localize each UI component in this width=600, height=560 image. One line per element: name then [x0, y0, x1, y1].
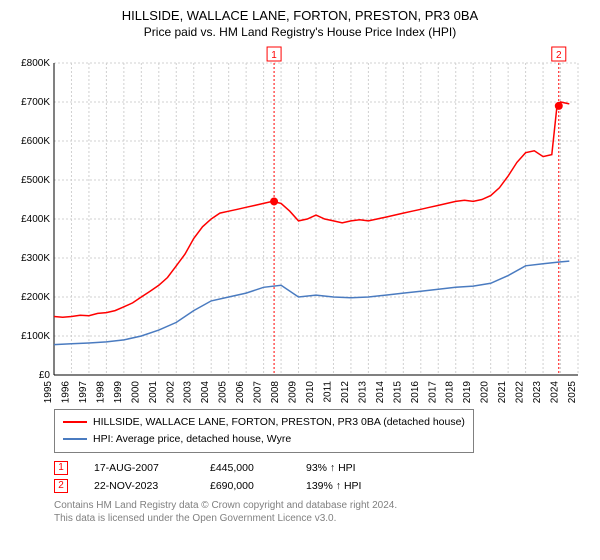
svg-text:2024: 2024	[550, 381, 561, 404]
chart-title: HILLSIDE, WALLACE LANE, FORTON, PRESTON,…	[12, 8, 588, 23]
pct-cell: 139% ↑ HPI	[306, 480, 361, 492]
table-row: 1 17-AUG-2007 £445,000 93% ↑ HPI	[54, 461, 588, 475]
svg-text:2015: 2015	[392, 381, 403, 404]
svg-text:£200K: £200K	[21, 292, 50, 303]
svg-text:2011: 2011	[322, 381, 333, 403]
svg-text:2007: 2007	[253, 381, 264, 404]
svg-text:1999: 1999	[113, 381, 124, 404]
chart-subtitle: Price paid vs. HM Land Registry's House …	[12, 25, 588, 39]
svg-text:2003: 2003	[183, 381, 194, 404]
marker-number-box: 2	[54, 479, 68, 493]
svg-text:2005: 2005	[218, 381, 229, 404]
svg-text:2023: 2023	[532, 381, 543, 404]
svg-text:£300K: £300K	[21, 253, 50, 264]
price-cell: £445,000	[210, 462, 280, 474]
svg-text:£400K: £400K	[21, 214, 50, 225]
legend-item: HILLSIDE, WALLACE LANE, FORTON, PRESTON,…	[63, 414, 465, 431]
chart-legend: HILLSIDE, WALLACE LANE, FORTON, PRESTON,…	[54, 409, 474, 453]
svg-text:1998: 1998	[95, 381, 106, 404]
legend-item: HPI: Average price, detached house, Wyre	[63, 431, 465, 448]
svg-text:2009: 2009	[288, 381, 299, 404]
legend-swatch	[63, 438, 87, 440]
svg-text:1995: 1995	[43, 381, 54, 404]
svg-text:2014: 2014	[375, 381, 386, 404]
svg-text:2008: 2008	[270, 381, 281, 404]
svg-text:2: 2	[556, 50, 562, 61]
svg-text:1: 1	[271, 50, 277, 61]
price-cell: £690,000	[210, 480, 280, 492]
svg-text:1996: 1996	[60, 381, 71, 404]
footer-attribution: Contains HM Land Registry data © Crown c…	[54, 499, 588, 525]
svg-text:2004: 2004	[200, 381, 211, 404]
table-row: 2 22-NOV-2023 £690,000 139% ↑ HPI	[54, 479, 588, 493]
svg-text:2001: 2001	[148, 381, 159, 404]
svg-text:£500K: £500K	[21, 175, 50, 186]
svg-text:£0: £0	[39, 370, 51, 381]
data-points-table: 1 17-AUG-2007 £445,000 93% ↑ HPI 2 22-NO…	[54, 461, 588, 493]
svg-text:2010: 2010	[305, 381, 316, 404]
svg-text:£700K: £700K	[21, 97, 50, 108]
svg-text:2025: 2025	[567, 381, 578, 404]
svg-text:£600K: £600K	[21, 136, 50, 147]
svg-text:2019: 2019	[462, 381, 473, 404]
pct-cell: 93% ↑ HPI	[306, 462, 356, 474]
svg-text:£100K: £100K	[21, 331, 50, 342]
date-cell: 17-AUG-2007	[94, 462, 184, 474]
chart-container: HILLSIDE, WALLACE LANE, FORTON, PRESTON,…	[0, 0, 600, 560]
svg-text:2016: 2016	[410, 381, 421, 404]
chart-svg: £0 £100K £200K £300K £400K £500K £600K £700K £80…	[12, 45, 588, 405]
legend-label: HPI: Average price, detached house, Wyre	[93, 431, 291, 448]
svg-text:2002: 2002	[165, 381, 176, 404]
svg-text:2022: 2022	[515, 381, 526, 404]
svg-text:2013: 2013	[357, 381, 368, 404]
footer-line: Contains HM Land Registry data © Crown c…	[54, 499, 588, 512]
legend-label: HILLSIDE, WALLACE LANE, FORTON, PRESTON,…	[93, 414, 465, 431]
svg-text:1997: 1997	[78, 381, 89, 404]
svg-text:2018: 2018	[445, 381, 456, 404]
svg-text:2020: 2020	[480, 381, 491, 404]
svg-text:2012: 2012	[340, 381, 351, 404]
svg-text:2021: 2021	[497, 381, 508, 404]
marker-number-box: 1	[54, 461, 68, 475]
svg-text:2006: 2006	[235, 381, 246, 404]
footer-line: This data is licensed under the Open Gov…	[54, 512, 588, 525]
date-cell: 22-NOV-2023	[94, 480, 184, 492]
svg-text:£800K: £800K	[21, 58, 50, 69]
legend-swatch	[63, 421, 87, 423]
svg-text:2000: 2000	[130, 381, 141, 404]
chart-plot-area: £0 £100K £200K £300K £400K £500K £600K £700K £80…	[12, 45, 588, 405]
svg-text:2017: 2017	[427, 381, 438, 404]
